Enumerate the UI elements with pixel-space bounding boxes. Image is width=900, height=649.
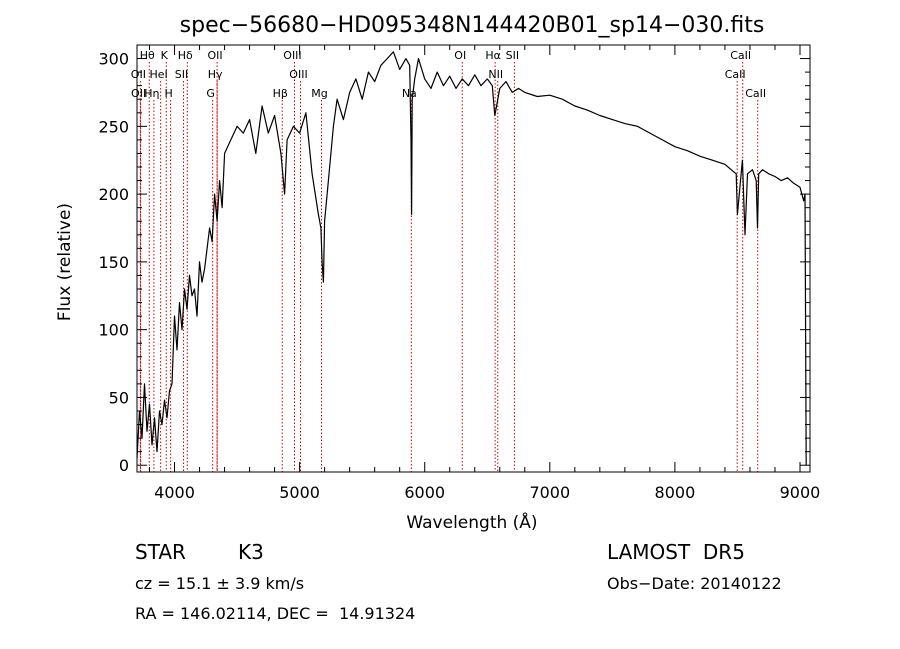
line-marker-label: Hθ: [140, 49, 155, 62]
line-marker-label: K: [161, 49, 169, 62]
y-tick-label: 100: [98, 321, 129, 340]
x-axis-ticks: 4000 5000 6000 7000 8000 9000: [149, 45, 821, 502]
spectrum-series: [136, 51, 807, 466]
y-axis-label: Flux (relative): [55, 203, 75, 321]
observation-date: Obs−Date: 20140122: [607, 574, 782, 593]
line-marker-label: CaII: [730, 49, 751, 62]
line-marker-label: G: [206, 87, 215, 100]
line-marker-label: Hα: [485, 49, 501, 62]
object-class: STAR: [135, 540, 186, 564]
line-marker-label: Hγ: [208, 68, 223, 81]
line-marker-label: OIII: [283, 49, 301, 62]
plot-frame: [136, 44, 811, 473]
redshift-velocity: cz = 15.1 ± 3.9 km/s: [135, 574, 305, 593]
line-marker-label: NII: [488, 68, 503, 81]
x-tick-label: 7000: [529, 483, 570, 502]
chart-title: spec−56680−HD095348N144420B01_sp14−030.f…: [180, 13, 765, 38]
line-marker-label: Mg: [311, 87, 327, 100]
line-marker-label: Hβ: [273, 87, 288, 100]
y-tick-label: 0: [119, 456, 129, 475]
line-marker-label: OIII: [289, 68, 307, 81]
x-tick-label: 6000: [404, 483, 445, 502]
line-marker-label: OII: [131, 68, 146, 81]
line-marker-label: SII: [175, 68, 188, 81]
x-tick-label: 9000: [780, 483, 821, 502]
y-tick-label: 250: [98, 117, 129, 136]
line-marker-label: CaII: [725, 68, 746, 81]
object-subclass: K3: [238, 540, 264, 564]
line-marker-label: CaII: [745, 87, 766, 100]
y-tick-label: 300: [98, 50, 129, 69]
line-marker-label: Na: [402, 87, 417, 100]
series-line: [136, 51, 807, 466]
x-tick-label: 4000: [154, 483, 195, 502]
line-marker-label: Hη: [144, 87, 159, 100]
survey-name: LAMOST DR5: [607, 540, 745, 564]
line-marker-label: OII: [131, 87, 146, 100]
line-marker-label: OI: [454, 49, 466, 62]
line-marker-label: H: [165, 87, 173, 100]
y-axis-ticks: 0 50 100 150 200 250 300: [98, 50, 810, 475]
x-tick-label: 8000: [655, 483, 696, 502]
y-tick-label: 50: [109, 388, 129, 407]
line-marker-label: Hδ: [178, 49, 193, 62]
line-marker-label: OII: [207, 49, 222, 62]
x-axis-label: Wavelength (Å): [406, 511, 537, 533]
line-marker-label: SII: [506, 49, 519, 62]
y-tick-label: 150: [98, 253, 129, 272]
line-marker-label: HeI: [149, 68, 167, 81]
coordinates: RA = 146.02114, DEC = 14.91324: [135, 604, 416, 623]
y-tick-label: 200: [98, 185, 129, 204]
x-tick-label: 5000: [279, 483, 320, 502]
